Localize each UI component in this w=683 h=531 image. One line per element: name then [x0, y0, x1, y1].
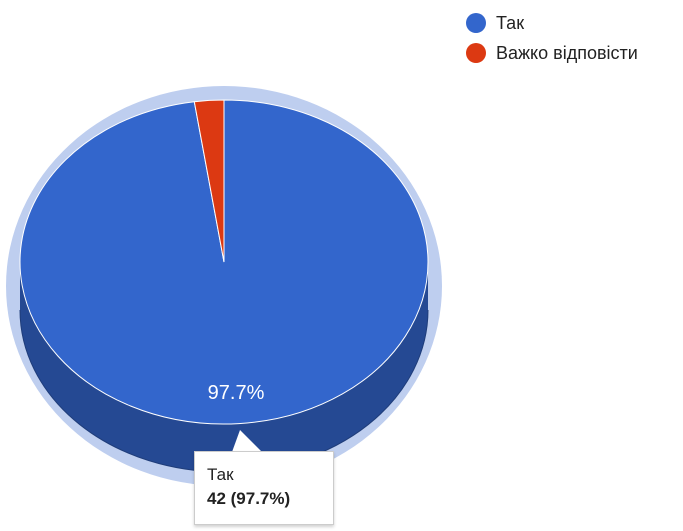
tooltip-pointer: [232, 430, 262, 452]
tooltip: Так 42 (97.7%): [194, 451, 334, 525]
legend-item-vazhko[interactable]: Важко відповісти: [466, 38, 638, 68]
legend-swatch-tak: [466, 13, 486, 33]
tooltip-value: 42 (97.7%): [207, 489, 291, 508]
slice-side-tak: [20, 262, 428, 472]
legend-label-tak: Так: [496, 12, 525, 33]
legend-item-tak[interactable]: Так: [466, 8, 638, 38]
tooltip-label: Так: [207, 465, 234, 484]
legend-swatch-vazhko: [466, 43, 486, 63]
legend-label-vazhko: Важко відповісти: [496, 42, 638, 63]
slice-data-label-tak: 97.7%: [208, 382, 265, 404]
legend: Так Важко відповісти: [466, 8, 638, 68]
slice-vazhko: [193, 99, 225, 263]
